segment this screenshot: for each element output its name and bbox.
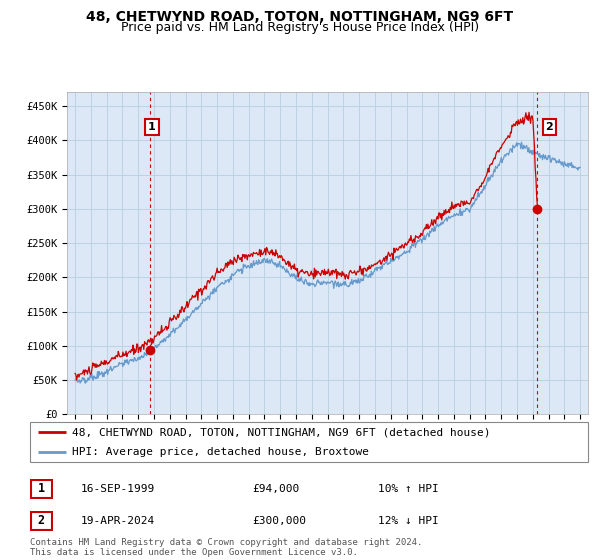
Text: 10% ↑ HPI: 10% ↑ HPI — [378, 484, 439, 494]
FancyBboxPatch shape — [30, 422, 588, 462]
Text: 2: 2 — [38, 514, 45, 528]
Text: 1: 1 — [38, 482, 45, 496]
Text: 48, CHETWYND ROAD, TOTON, NOTTINGHAM, NG9 6FT (detached house): 48, CHETWYND ROAD, TOTON, NOTTINGHAM, NG… — [72, 427, 490, 437]
FancyBboxPatch shape — [31, 512, 52, 530]
Text: £94,000: £94,000 — [252, 484, 299, 494]
Text: Price paid vs. HM Land Registry's House Price Index (HPI): Price paid vs. HM Land Registry's House … — [121, 21, 479, 34]
Text: 48, CHETWYND ROAD, TOTON, NOTTINGHAM, NG9 6FT: 48, CHETWYND ROAD, TOTON, NOTTINGHAM, NG… — [86, 10, 514, 24]
FancyBboxPatch shape — [31, 480, 52, 498]
Text: 16-SEP-1999: 16-SEP-1999 — [81, 484, 155, 494]
Text: 12% ↓ HPI: 12% ↓ HPI — [378, 516, 439, 526]
Text: 2: 2 — [545, 122, 553, 132]
Text: Contains HM Land Registry data © Crown copyright and database right 2024.
This d: Contains HM Land Registry data © Crown c… — [30, 538, 422, 557]
Text: HPI: Average price, detached house, Broxtowe: HPI: Average price, detached house, Brox… — [72, 446, 369, 456]
Text: 1: 1 — [148, 122, 156, 132]
Text: 19-APR-2024: 19-APR-2024 — [81, 516, 155, 526]
Text: £300,000: £300,000 — [252, 516, 306, 526]
